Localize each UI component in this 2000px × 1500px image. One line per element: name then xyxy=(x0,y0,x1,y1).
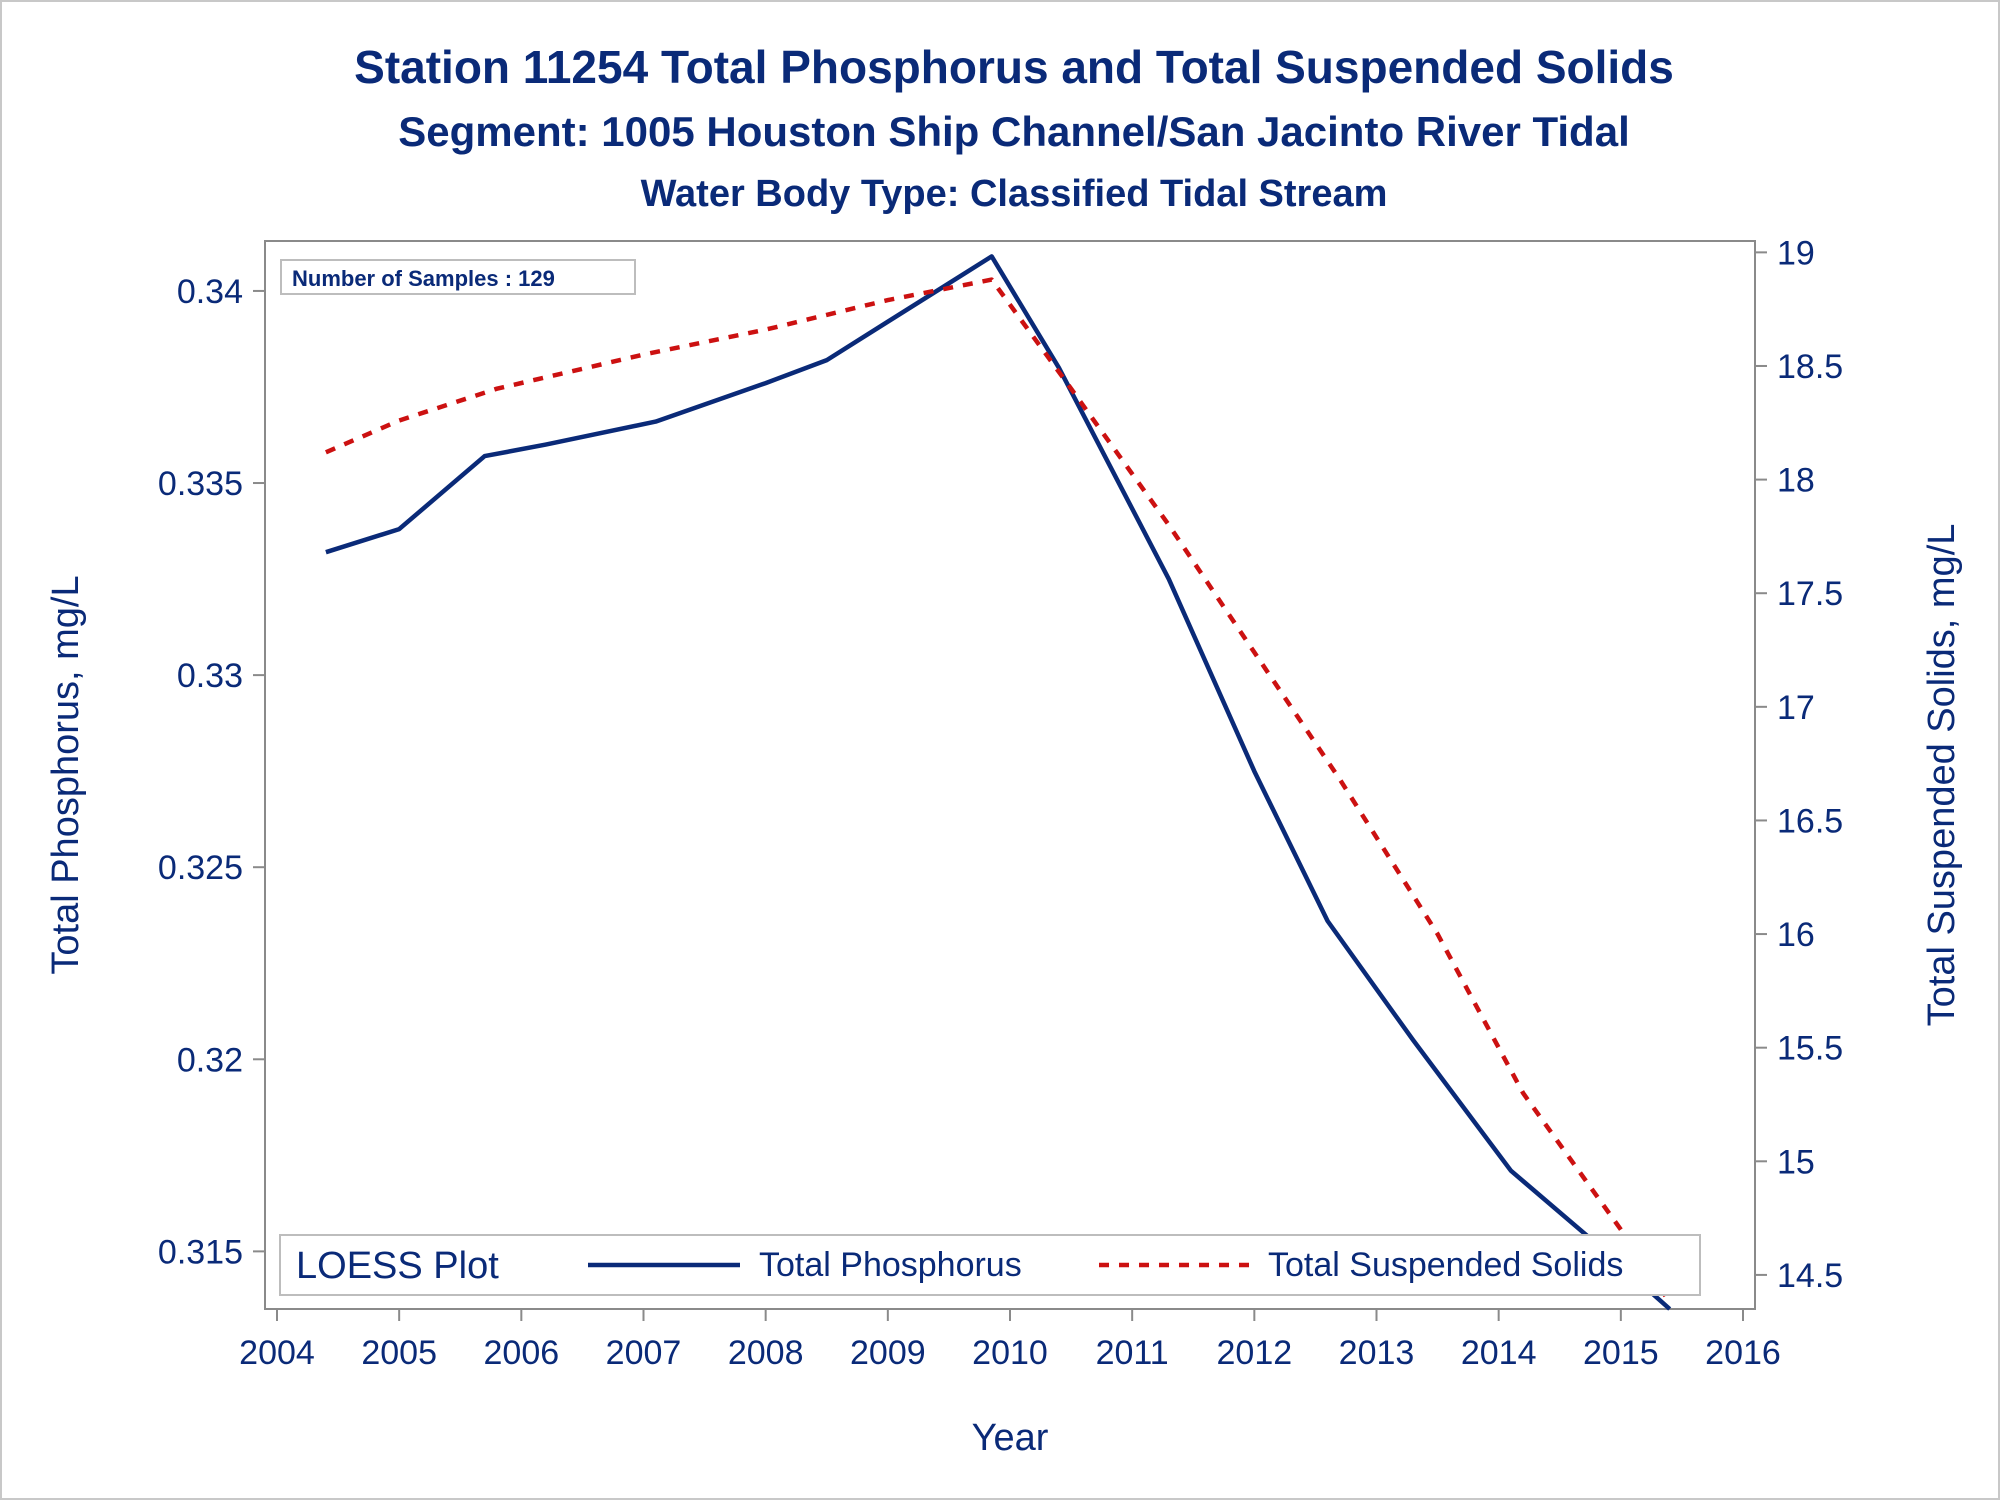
x-axis: 2004 2005 2006 2007 2008 2009 2010 2011 2012 2013… xyxy=(239,1309,1781,1372)
y-axis-left-label: Total Phosphorus, mg/L xyxy=(45,575,87,974)
series-lines xyxy=(325,254,1672,1311)
x-tick-label: 2009 xyxy=(850,1334,926,1372)
series-line-tss xyxy=(325,277,1672,1304)
plot-area xyxy=(264,240,1756,1310)
x-tick-label: 2011 xyxy=(1096,1334,1169,1372)
chart-title: Station 11254 Total Phosphorus and Total… xyxy=(354,41,1674,93)
legend-title: LOESS Plot xyxy=(296,1245,499,1287)
x-tick-label: 2015 xyxy=(1583,1334,1659,1372)
legend-entry-phosphorus: Total Phosphorus xyxy=(759,1246,1022,1284)
x-tick-label: 2004 xyxy=(239,1334,315,1372)
y-left-tick-label: 0.325 xyxy=(158,849,243,887)
series-line-phosphorus xyxy=(325,254,1672,1311)
chart-subtitle-segment: Segment: 1005 Houston Ship Channel/San J… xyxy=(398,108,1630,155)
x-tick-label: 2014 xyxy=(1461,1334,1537,1372)
y-left-tick-label: 0.335 xyxy=(158,465,243,503)
y-left-tick-label: 0.32 xyxy=(177,1041,243,1079)
y-left-tick-label: 0.315 xyxy=(158,1233,243,1271)
samples-label: Number of Samples : 129 xyxy=(292,266,555,291)
y-right-tick-label: 15.5 xyxy=(1777,1030,1843,1068)
y-right-tick-label: 17.5 xyxy=(1777,575,1843,613)
y-right-tick-label: 17 xyxy=(1777,689,1815,727)
y-axis-left: 0.315 0.32 0.325 0.33 0.335 0.34 xyxy=(158,273,265,1271)
legend-entry-tss: Total Suspended Solids xyxy=(1268,1246,1623,1284)
y-right-tick-label: 18 xyxy=(1777,462,1815,500)
chart-subtitle-water-body: Water Body Type: Classified Tidal Stream xyxy=(641,173,1388,215)
x-tick-label: 2016 xyxy=(1705,1334,1781,1372)
y-right-tick-label: 14.5 xyxy=(1777,1257,1843,1295)
x-tick-label: 2008 xyxy=(728,1334,804,1372)
y-axis-right: 14.5 15 15.5 16 16.5 17 17.5 18 18.5 19 xyxy=(1755,234,1843,1295)
x-tick-label: 2005 xyxy=(361,1334,437,1372)
y-right-tick-label: 15 xyxy=(1777,1143,1815,1181)
y-right-tick-label: 19 xyxy=(1777,234,1815,272)
x-tick-label: 2012 xyxy=(1217,1334,1293,1372)
x-tick-label: 2013 xyxy=(1339,1334,1415,1372)
legend-box xyxy=(279,1234,1701,1296)
x-tick-label: 2010 xyxy=(972,1334,1048,1372)
y-axis-right-label: Total Suspended Solids, mg/L xyxy=(1921,524,1963,1027)
samples-box xyxy=(280,259,636,295)
y-right-tick-label: 16.5 xyxy=(1777,802,1843,840)
y-right-tick-label: 18.5 xyxy=(1777,348,1843,386)
y-left-tick-label: 0.34 xyxy=(177,273,243,311)
x-axis-label: Year xyxy=(972,1417,1049,1459)
x-tick-label: 2007 xyxy=(606,1334,682,1372)
y-left-tick-label: 0.33 xyxy=(177,657,243,695)
y-right-tick-label: 16 xyxy=(1777,916,1815,954)
x-tick-label: 2006 xyxy=(484,1334,560,1372)
